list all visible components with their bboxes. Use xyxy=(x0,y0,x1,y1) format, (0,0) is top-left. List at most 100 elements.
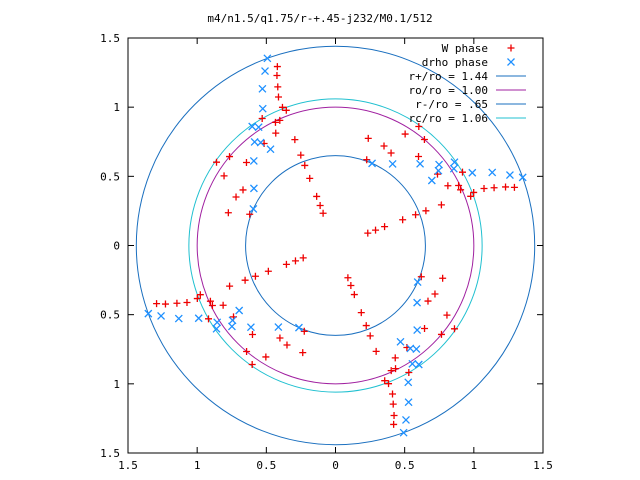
x-tick-label: 1.5 xyxy=(533,459,553,472)
point-w-phase xyxy=(439,274,447,282)
point-w-phase xyxy=(232,193,240,201)
legend-marker-plus xyxy=(507,44,515,52)
y-tick-label: 0.5 xyxy=(100,309,120,322)
point-drho-phase xyxy=(404,378,413,387)
point-w-phase xyxy=(243,347,251,355)
point-drho-phase xyxy=(266,145,275,154)
point-w-phase xyxy=(399,216,407,224)
y-tick-label: 1 xyxy=(113,101,120,114)
point-w-phase xyxy=(510,183,518,191)
point-w-phase xyxy=(380,142,388,150)
point-w-phase xyxy=(208,302,216,310)
point-w-phase xyxy=(248,360,256,368)
point-w-phase xyxy=(366,332,374,340)
point-w-phase xyxy=(372,226,380,234)
y-tick-labels: 1.5 1 0.5 0 0.5 1 1.5 xyxy=(100,32,120,460)
point-drho-phase xyxy=(406,344,415,353)
point-w-phase xyxy=(389,400,397,408)
point-w-phase xyxy=(276,334,284,342)
point-w-phase xyxy=(344,274,352,282)
point-drho-phase xyxy=(258,104,267,113)
point-w-phase xyxy=(196,291,204,299)
circle-r-ro-1-44 xyxy=(135,45,536,446)
point-w-phase xyxy=(219,301,227,309)
point-w-phase xyxy=(278,103,286,111)
point-w-phase xyxy=(226,282,234,290)
point-drho-phase xyxy=(450,158,459,167)
point-drho-phase xyxy=(212,324,221,333)
point-drho-phase xyxy=(157,312,166,320)
point-w-phase xyxy=(301,161,309,169)
legend-label-drho-phase: drho phase xyxy=(422,56,488,69)
point-w-phase xyxy=(274,93,282,101)
point-drho-phase xyxy=(488,168,497,177)
point-drho-phase xyxy=(249,184,258,193)
y-tick-label: 0 xyxy=(113,240,120,253)
point-drho-phase xyxy=(228,316,237,325)
legend-entry-rc: rc/ro = 1.06 xyxy=(409,112,526,125)
legend-entry-drho-phase: drho phase xyxy=(422,56,515,69)
point-drho-phase xyxy=(249,204,258,213)
point-w-phase xyxy=(364,229,372,237)
point-drho-phase xyxy=(434,166,443,175)
point-drho-phase xyxy=(518,173,527,182)
point-w-phase xyxy=(437,330,445,338)
point-drho-phase xyxy=(414,360,423,369)
point-drho-phase xyxy=(294,323,303,332)
point-w-phase xyxy=(274,83,282,91)
point-w-phase xyxy=(424,297,432,305)
point-w-phase xyxy=(347,282,355,290)
point-drho-phase xyxy=(213,318,222,327)
point-w-phase xyxy=(319,209,327,217)
point-drho-phase xyxy=(258,84,267,93)
point-w-phase xyxy=(306,174,314,182)
point-drho-phase xyxy=(246,323,255,332)
point-drho-phase xyxy=(261,67,269,76)
point-w-phase xyxy=(387,367,395,375)
point-w-phase xyxy=(206,297,214,305)
point-w-phase xyxy=(415,152,423,160)
legend-label-rc: rc/ro = 1.06 xyxy=(409,112,488,125)
point-drho-phase xyxy=(404,398,413,407)
point-w-phase xyxy=(490,184,498,192)
point-w-phase xyxy=(387,149,395,157)
series-w-phase xyxy=(153,63,518,428)
point-drho-phase xyxy=(254,123,263,132)
point-w-phase xyxy=(161,300,169,308)
point-w-phase xyxy=(264,267,272,275)
y-tick-label: 1 xyxy=(113,378,120,391)
point-w-phase xyxy=(283,341,291,349)
axis-ticks xyxy=(127,37,544,454)
point-drho-phase xyxy=(174,314,183,323)
point-w-phase xyxy=(183,299,191,307)
point-w-phase xyxy=(258,115,266,123)
point-drho-phase xyxy=(413,326,422,335)
point-w-phase xyxy=(467,192,475,200)
point-drho-phase xyxy=(402,415,410,424)
point-w-phase xyxy=(299,254,307,262)
point-drho-phase xyxy=(427,176,436,185)
x-tick-label: 0 xyxy=(332,459,339,472)
point-drho-phase xyxy=(388,159,397,168)
point-w-phase xyxy=(272,129,280,137)
point-w-phase xyxy=(431,290,439,298)
point-w-phase xyxy=(372,347,380,355)
point-w-phase xyxy=(412,211,420,219)
point-w-phase xyxy=(362,322,370,330)
point-w-phase xyxy=(316,201,324,209)
point-drho-phase xyxy=(408,359,417,368)
legend: W phase drho phase r+/ro = 1.44 ro/ro = … xyxy=(409,42,526,125)
point-w-phase xyxy=(391,354,399,362)
circle-r-ro-65 xyxy=(245,155,426,336)
legend-marker-cross xyxy=(507,58,515,66)
point-w-phase xyxy=(291,257,299,265)
point-drho-phase xyxy=(274,323,283,332)
point-w-phase xyxy=(241,276,249,284)
point-w-phase xyxy=(390,420,398,428)
point-w-phase xyxy=(282,106,290,114)
x-tick-label: 0.5 xyxy=(256,459,276,472)
point-w-phase xyxy=(470,188,478,196)
reference-circles xyxy=(135,45,536,446)
point-w-phase xyxy=(401,130,409,138)
